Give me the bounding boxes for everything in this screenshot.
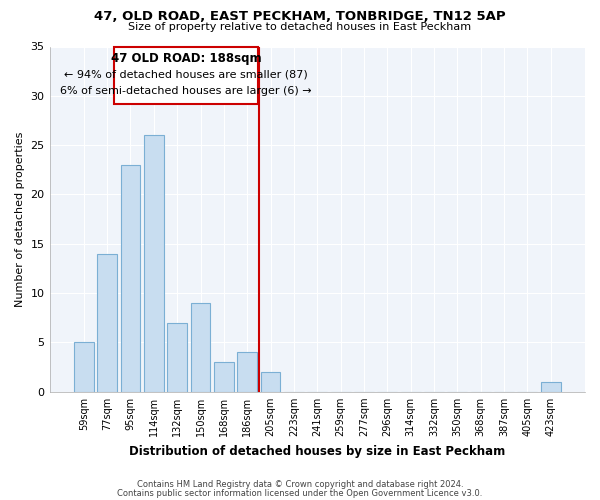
Bar	[144, 136, 164, 392]
Bar	[121, 165, 140, 392]
Bar	[97, 254, 117, 392]
Text: Size of property relative to detached houses in East Peckham: Size of property relative to detached ho…	[128, 22, 472, 32]
Y-axis label: Number of detached properties: Number of detached properties	[15, 132, 25, 307]
Text: Contains HM Land Registry data © Crown copyright and database right 2024.: Contains HM Land Registry data © Crown c…	[137, 480, 463, 489]
FancyBboxPatch shape	[114, 48, 258, 104]
Text: 6% of semi-detached houses are larger (6) →: 6% of semi-detached houses are larger (6…	[60, 86, 312, 96]
Bar	[260, 372, 280, 392]
Bar	[191, 303, 211, 392]
Bar	[167, 322, 187, 392]
Text: ← 94% of detached houses are smaller (87): ← 94% of detached houses are smaller (87…	[64, 69, 308, 79]
Text: 47, OLD ROAD, EAST PECKHAM, TONBRIDGE, TN12 5AP: 47, OLD ROAD, EAST PECKHAM, TONBRIDGE, T…	[94, 10, 506, 23]
Bar	[238, 352, 257, 392]
Bar	[74, 342, 94, 392]
Text: 47 OLD ROAD: 188sqm: 47 OLD ROAD: 188sqm	[110, 52, 261, 65]
Text: Contains public sector information licensed under the Open Government Licence v3: Contains public sector information licen…	[118, 488, 482, 498]
Bar	[541, 382, 560, 392]
Bar	[214, 362, 234, 392]
X-axis label: Distribution of detached houses by size in East Peckham: Distribution of detached houses by size …	[129, 444, 505, 458]
